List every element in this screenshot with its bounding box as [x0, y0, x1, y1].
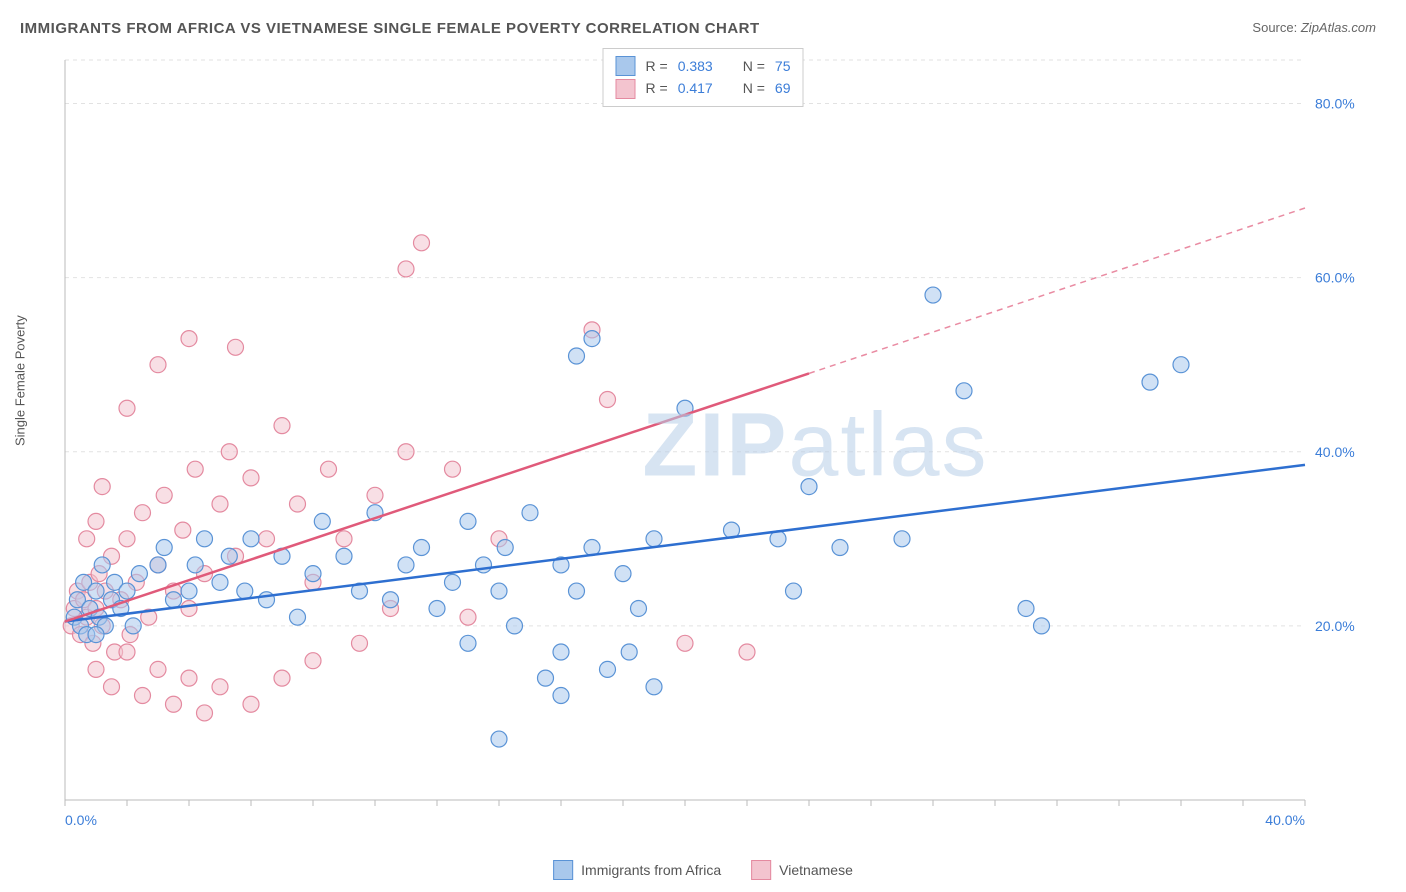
legend-swatch-vietnamese	[751, 860, 771, 880]
r-value-vietnamese: 0.417	[678, 77, 713, 99]
r-value-africa: 0.383	[678, 55, 713, 77]
swatch-africa	[616, 56, 636, 76]
swatch-vietnamese	[616, 79, 636, 99]
chart-title: IMMIGRANTS FROM AFRICA VS VIETNAMESE SIN…	[20, 20, 760, 37]
r-label: R =	[646, 55, 668, 77]
n-label: N =	[743, 77, 765, 99]
svg-text:40.0%: 40.0%	[1315, 444, 1355, 460]
n-label: N =	[743, 55, 765, 77]
legend-item-africa: Immigrants from Africa	[553, 860, 721, 880]
chart-plot-area: 20.0% 40.0% 60.0% 80.0% 0.0% 40.0%	[55, 50, 1375, 840]
svg-text:80.0%: 80.0%	[1315, 96, 1355, 112]
r-label: R =	[646, 77, 668, 99]
svg-text:40.0%: 40.0%	[1265, 812, 1305, 828]
stats-row-africa: R = 0.383 N = 75	[616, 55, 791, 77]
legend-label-vietnamese: Vietnamese	[779, 862, 853, 878]
correlation-stats-legend: R = 0.383 N = 75 R = 0.417 N = 69	[603, 48, 804, 107]
source-label: Source:	[1252, 20, 1297, 35]
svg-text:20.0%: 20.0%	[1315, 618, 1355, 634]
source-attribution: Source: ZipAtlas.com	[1252, 20, 1376, 35]
series-legend: Immigrants from Africa Vietnamese	[553, 860, 853, 880]
legend-swatch-africa	[553, 860, 573, 880]
legend-label-africa: Immigrants from Africa	[581, 862, 721, 878]
scatter-chart-svg: 20.0% 40.0% 60.0% 80.0% 0.0% 40.0%	[55, 50, 1375, 840]
svg-text:60.0%: 60.0%	[1315, 270, 1355, 286]
legend-item-vietnamese: Vietnamese	[751, 860, 853, 880]
y-axis-label: Single Female Poverty	[13, 315, 28, 446]
svg-text:0.0%: 0.0%	[65, 812, 97, 828]
stats-row-vietnamese: R = 0.417 N = 69	[616, 77, 791, 99]
n-value-vietnamese: 69	[775, 77, 791, 99]
n-value-africa: 75	[775, 55, 791, 77]
source-name: ZipAtlas.com	[1301, 20, 1376, 35]
